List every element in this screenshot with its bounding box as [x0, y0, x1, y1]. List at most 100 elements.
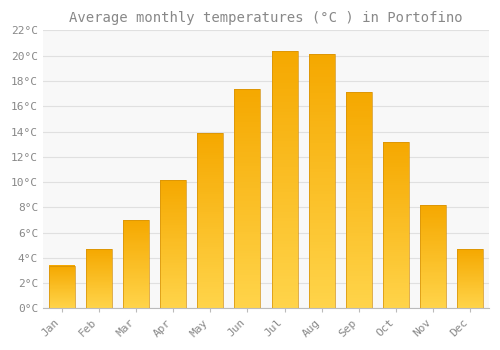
Bar	[234, 163, 260, 166]
Bar	[123, 249, 149, 250]
Bar	[308, 140, 334, 143]
Bar	[272, 141, 297, 144]
Bar	[234, 234, 260, 237]
Bar	[123, 222, 149, 223]
Bar	[272, 167, 297, 170]
Bar	[346, 252, 372, 254]
Bar	[346, 203, 372, 206]
Bar	[197, 302, 223, 304]
Bar	[272, 63, 297, 67]
Bar	[86, 299, 112, 300]
Bar	[234, 188, 260, 190]
Bar	[346, 276, 372, 279]
Bar	[420, 229, 446, 231]
Bar	[197, 293, 223, 295]
Bar	[346, 95, 372, 98]
Bar	[346, 298, 372, 300]
Bar	[346, 173, 372, 176]
Bar	[234, 94, 260, 97]
Bar	[420, 247, 446, 249]
Bar	[160, 254, 186, 255]
Bar	[308, 251, 334, 254]
Bar	[272, 202, 297, 205]
Bar	[272, 102, 297, 105]
Bar	[308, 188, 334, 191]
Bar	[458, 289, 483, 290]
Bar	[458, 251, 483, 252]
Bar	[346, 168, 372, 171]
Bar	[383, 236, 409, 238]
Bar	[383, 164, 409, 167]
Bar	[197, 186, 223, 188]
Bar	[234, 284, 260, 287]
Bar	[420, 215, 446, 217]
Bar	[346, 179, 372, 182]
Bar	[272, 225, 297, 228]
Bar	[48, 267, 74, 268]
Bar	[420, 251, 446, 253]
Bar	[86, 292, 112, 293]
Bar	[420, 288, 446, 289]
Bar	[272, 273, 297, 276]
Bar	[197, 232, 223, 234]
Bar	[234, 212, 260, 215]
Bar	[308, 204, 334, 207]
Bar	[308, 181, 334, 185]
Bar	[458, 273, 483, 274]
Bar	[420, 234, 446, 236]
Bar	[383, 233, 409, 236]
Bar	[420, 245, 446, 246]
Bar	[346, 114, 372, 117]
Bar	[272, 128, 297, 131]
Bar	[197, 181, 223, 183]
Bar	[458, 285, 483, 286]
Bar	[86, 279, 112, 280]
Bar	[160, 268, 186, 270]
Bar	[346, 279, 372, 281]
Bar	[160, 236, 186, 238]
Bar	[197, 177, 223, 179]
Bar	[234, 229, 260, 231]
Bar	[272, 254, 297, 257]
Bar	[346, 184, 372, 187]
Bar	[383, 156, 409, 158]
Bar	[197, 282, 223, 284]
Bar	[48, 298, 74, 299]
Bar	[308, 305, 334, 308]
Bar	[272, 289, 297, 292]
Bar	[48, 274, 74, 275]
Bar	[420, 225, 446, 227]
Bar	[123, 266, 149, 267]
Bar	[458, 249, 483, 308]
Bar	[383, 144, 409, 146]
Bar	[197, 141, 223, 144]
Bar	[308, 270, 334, 274]
Bar	[48, 303, 74, 304]
Bar	[458, 263, 483, 264]
Bar	[123, 299, 149, 300]
Bar	[234, 171, 260, 174]
Bar	[383, 208, 409, 210]
Bar	[160, 194, 186, 196]
Bar	[308, 83, 334, 86]
Bar	[197, 265, 223, 267]
Bar	[197, 229, 223, 232]
Bar	[420, 242, 446, 244]
Bar	[272, 157, 297, 160]
Bar	[420, 241, 446, 243]
Bar	[346, 219, 372, 222]
Bar	[48, 274, 74, 275]
Bar	[160, 214, 186, 215]
Bar	[197, 240, 223, 243]
Bar	[197, 203, 223, 205]
Bar	[346, 108, 372, 111]
Bar	[197, 245, 223, 247]
Bar	[420, 250, 446, 252]
Bar	[197, 258, 223, 260]
Bar	[272, 270, 297, 273]
Bar	[420, 298, 446, 299]
Bar	[197, 205, 223, 208]
Bar	[123, 244, 149, 245]
Bar	[123, 261, 149, 262]
Bar	[48, 271, 74, 272]
